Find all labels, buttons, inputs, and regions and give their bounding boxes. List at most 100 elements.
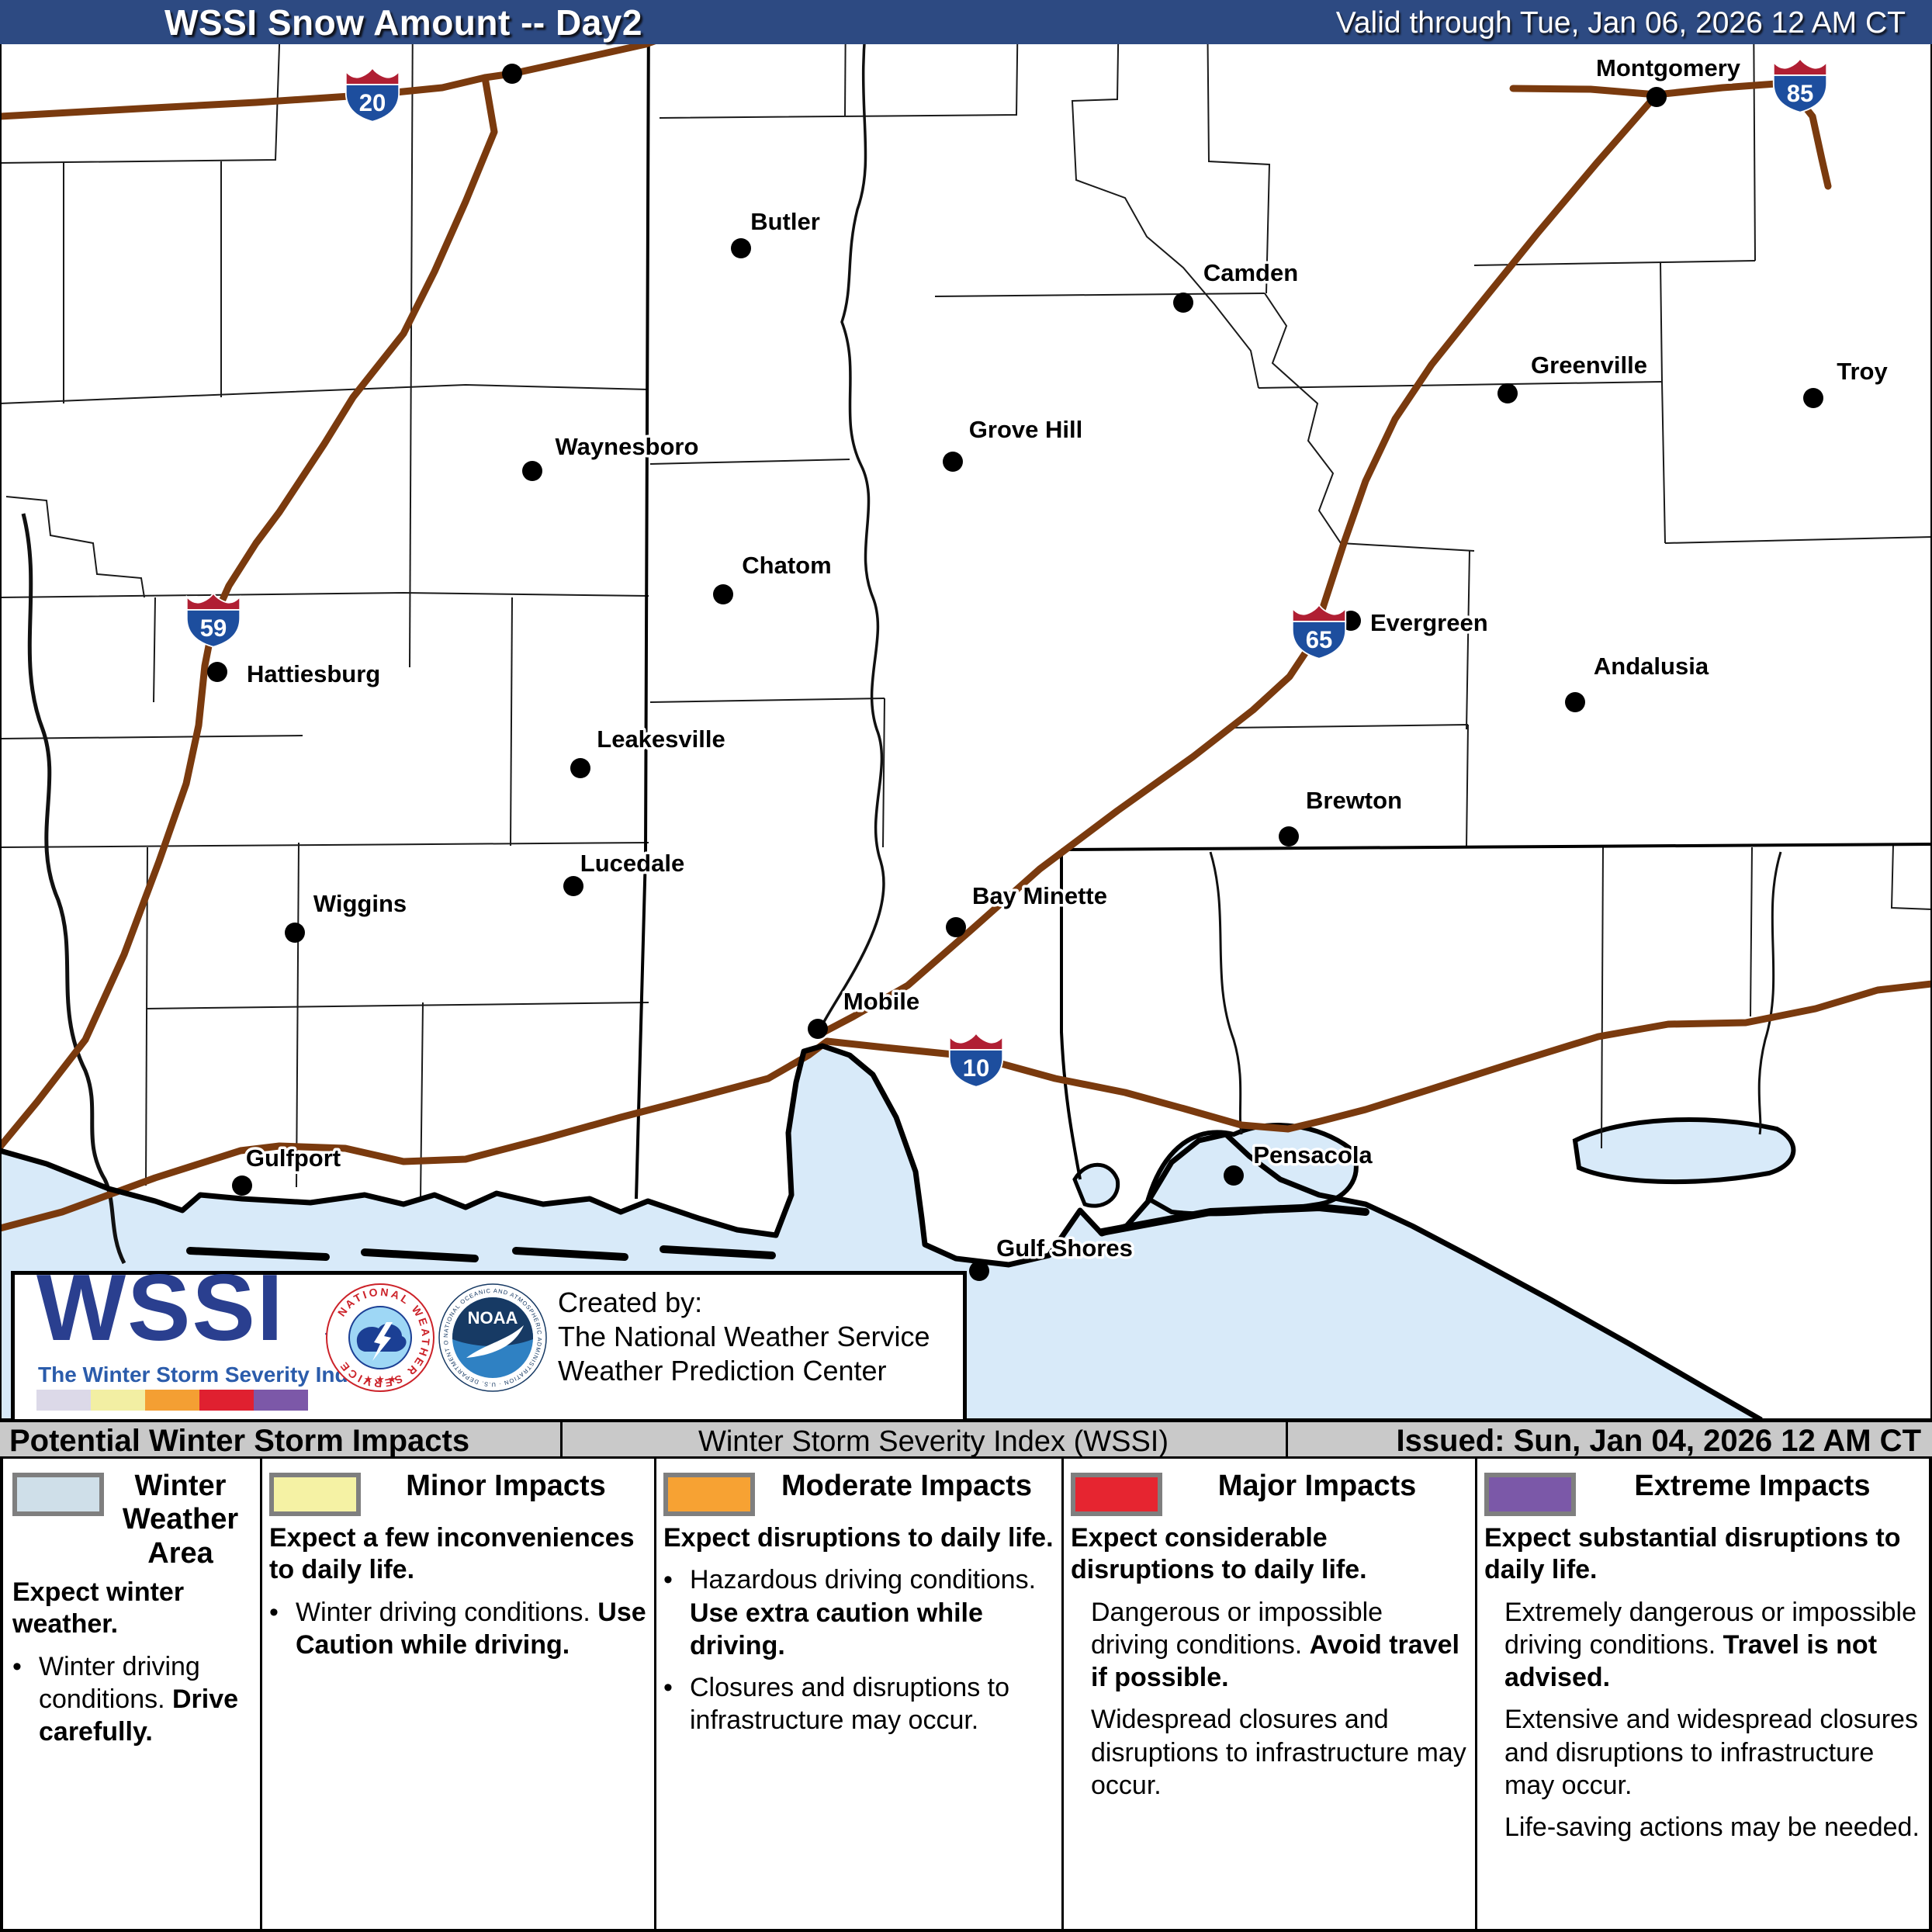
item-text: Extremely dangerous or impossible drivin…: [1504, 1597, 1917, 1693]
legend-column-moderate-impacts: Moderate Impacts Expect disruptions to da…: [654, 1459, 1061, 1932]
major-impacts-item: Widespread closures and disruptions to i…: [1071, 1703, 1467, 1801]
svg-text:★ ★ ★: ★ ★ ★: [364, 1373, 396, 1385]
severity-color-strip: [36, 1390, 308, 1411]
moderate-impacts-item: • Closures and disruptions to infrastruct…: [663, 1671, 1054, 1736]
pensacola-bay: [1145, 1123, 1359, 1217]
minor-impacts-lead: Expect a few inconveniences to daily lif…: [269, 1523, 635, 1585]
impact-map: Butler Camden Montgomery Greenville Troy Grov…: [0, 0, 1932, 1420]
winter-weather-area-lead: Expect winter weather.: [12, 1577, 185, 1639]
created-by-line: The National Weather Service: [558, 1320, 930, 1352]
bar-divider: [1286, 1422, 1288, 1456]
legend-column-winter-weather-area: Winter Weather Area Expect winter weather…: [3, 1459, 260, 1932]
city-label-hattiesburg: Hattiesburg: [247, 660, 380, 687]
road-i10: [0, 980, 1932, 1232]
issued-timestamp: Issued: Sun, Jan 04, 2026 12 AM CT: [1396, 1424, 1921, 1458]
city-label-wiggins: Wiggins: [313, 890, 407, 917]
city-label-waynesboro: Waynesboro: [556, 433, 699, 460]
bullet-marker: •: [663, 1672, 673, 1702]
city-label-camden: Camden: [1203, 259, 1298, 286]
wssi-wordmark: WSSI: [36, 1255, 285, 1360]
bullet-marker: •: [663, 1565, 673, 1595]
impacts-title-bar: Potential Winter Storm Impacts Winter St…: [0, 1420, 1932, 1459]
legend-divider: [260, 1459, 262, 1932]
interstate-shield-i59: 59: [185, 592, 241, 648]
extreme-impacts-lead: Expect substantial disruptions to daily …: [1484, 1523, 1901, 1585]
rivers: [21, 0, 1782, 1265]
shield-number: 59: [200, 615, 227, 642]
severity-strip-cell: [254, 1390, 308, 1411]
city-label-butler: Butler: [750, 208, 820, 235]
city-dot: [502, 64, 522, 84]
city-dot-pensacola: [1224, 1165, 1244, 1186]
page-title: WSSI Snow Amount -- Day2: [164, 2, 642, 43]
city-dot-montgomery: [1646, 87, 1667, 107]
legend-divider: [654, 1459, 656, 1932]
city-dot-waynesboro: [522, 461, 542, 481]
city-dot-bay-minette: [946, 917, 966, 937]
city-dot-wiggins: [285, 923, 305, 943]
state-borders: [635, 0, 1932, 1200]
extreme-impacts-title: Extreme Impacts: [1634, 1470, 1871, 1502]
city-label-gulfport: Gulfport: [246, 1144, 341, 1172]
coastline: [0, 1043, 1763, 1420]
city-label-leakesville: Leakesville: [597, 725, 725, 753]
city-dot-troy: [1803, 388, 1823, 408]
city-dot-grove-hill: [943, 452, 963, 472]
severity-strip-cell: [36, 1390, 91, 1411]
shield-number: 85: [1787, 80, 1814, 107]
wssi-subtitle: Winter Storm Severity Index (WSSI): [698, 1425, 1169, 1458]
city-layer: Butler Camden Montgomery Greenville Troy Grov…: [207, 52, 1891, 1281]
legend-divider: [1475, 1459, 1477, 1932]
bullet-marker: •: [269, 1597, 279, 1627]
legend-column-extreme-impacts: Extreme Impacts Expect substantial disrup…: [1475, 1459, 1932, 1932]
perdido-bay: [1072, 1162, 1120, 1208]
winter-weather-area-title: Winter Weather Area: [122, 1470, 239, 1570]
shield-number: 20: [359, 89, 386, 116]
city-label-gulf-shores: Gulf Shores: [996, 1234, 1133, 1262]
interstate-shield-i65: 65: [1291, 604, 1347, 660]
legend-divider: [1061, 1459, 1064, 1932]
item-text: Winter driving conditions. Drive careful…: [39, 1651, 239, 1747]
city-label-grove-hill: Grove Hill: [969, 416, 1082, 443]
extreme-impacts-item: Life-saving actions may be needed.: [1484, 1811, 1924, 1844]
wssi-tagline: The Winter Storm Severity Index: [38, 1362, 372, 1387]
city-dot-leakesville: [570, 758, 590, 778]
interstate-shield-i20: 20: [345, 67, 400, 123]
choctawhatchee-bay: [1572, 1117, 1796, 1185]
moderate-impacts-item: • Hazardous driving conditions. Use extra…: [663, 1563, 1054, 1661]
wssi-logo-box: WSSI TM The Winter Storm Severity Index …: [11, 1255, 967, 1423]
city-label-montgomery: Montgomery: [1596, 54, 1741, 81]
bar-divider: [560, 1422, 563, 1456]
indent-spacer: [1071, 1596, 1091, 1694]
city-label-evergreen: Evergreen: [1370, 609, 1488, 636]
city-label-bay-minette: Bay Minette: [972, 882, 1107, 909]
city-dot-camden: [1173, 293, 1193, 313]
item-text: Closures and disruptions to infrastructu…: [690, 1672, 1010, 1736]
city-dot-hattiesburg: [207, 662, 227, 682]
city-dot-gulf-shores: [969, 1261, 989, 1281]
city-dot-greenville: [1497, 383, 1518, 403]
major-impacts-item: Dangerous or impossible driving conditio…: [1071, 1596, 1467, 1694]
city-dot-gulfport: [232, 1175, 252, 1196]
road-i65: [820, 91, 1660, 1036]
city-dot-andalusia: [1565, 692, 1585, 712]
item-text: Hazardous driving conditions. Use extra …: [690, 1565, 1037, 1660]
interstate-shield-i10: 10: [948, 1032, 1004, 1088]
valid-through-text: Valid through Tue, Jan 06, 2026 12 AM CT: [1335, 6, 1906, 40]
extreme-impacts-item: Extensive and widespread closures and di…: [1484, 1703, 1924, 1801]
county-lines: [0, 0, 1932, 1200]
city-dot-chatom: [713, 584, 733, 604]
moderate-impacts-title: Moderate Impacts: [781, 1470, 1033, 1502]
city-dot-lucedale: [563, 876, 583, 896]
created-by-line: Created by:: [558, 1286, 703, 1318]
interstate-shield-i85: 85: [1772, 57, 1828, 113]
road-i85: [1509, 79, 1832, 190]
created-by-line: Weather Prediction Center: [558, 1354, 887, 1387]
moderate-impacts-lead: Expect disruptions to daily life.: [663, 1523, 1054, 1553]
item-text: Life-saving actions may be needed.: [1504, 1812, 1920, 1842]
indent-spacer: [1071, 1703, 1091, 1801]
minor-impacts-item: • Winter driving conditions. Use Caution …: [269, 1596, 646, 1661]
extreme-impacts-item: Extremely dangerous or impossible drivin…: [1484, 1596, 1924, 1694]
minor-impacts-swatch: [269, 1473, 361, 1516]
winter-weather-area-item: • Winter driving conditions. Drive carefu…: [12, 1650, 252, 1748]
